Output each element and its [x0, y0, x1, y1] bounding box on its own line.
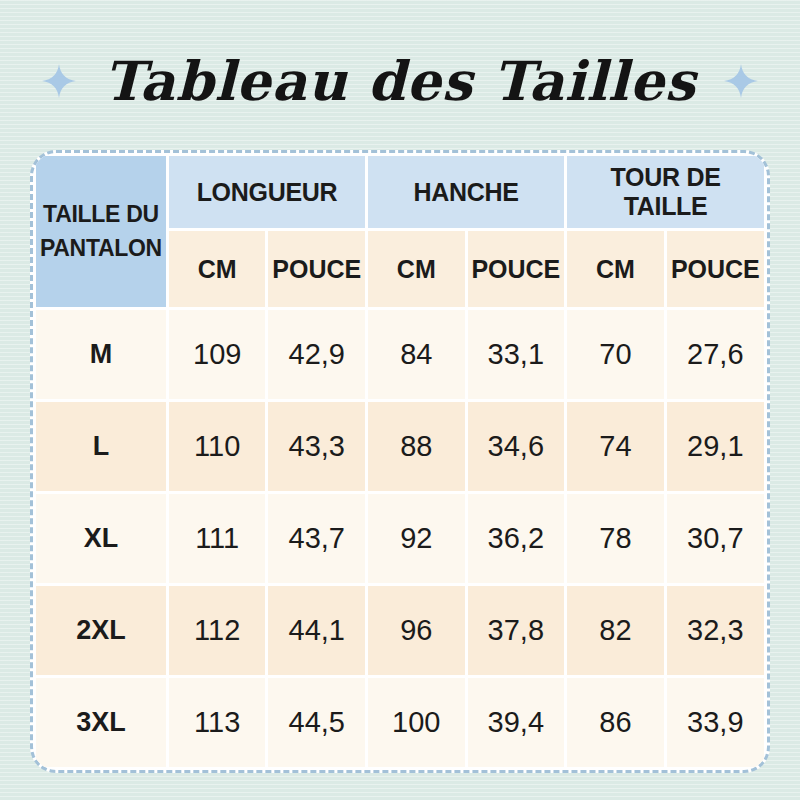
- value-cell: 30,7: [667, 494, 764, 583]
- size-table: TAILLE DU PANTALON LONGUEUR HANCHE TOUR …: [33, 153, 767, 770]
- value-cell: 33,9: [667, 678, 764, 767]
- value-cell: 113: [169, 678, 266, 767]
- value-cell: 78: [567, 494, 664, 583]
- page-title: Tableau des Tailles: [104, 49, 696, 113]
- value-cell: 110: [169, 402, 266, 491]
- value-cell: 92: [368, 494, 465, 583]
- value-cell: 39,4: [468, 678, 565, 767]
- value-cell: 88: [368, 402, 465, 491]
- value-cell: 111: [169, 494, 266, 583]
- sparkle-icon: [42, 64, 76, 98]
- value-cell: 34,6: [468, 402, 565, 491]
- value-cell: 43,3: [268, 402, 365, 491]
- table-row-l: L 110 43,3 88 34,6 74 29,1: [36, 402, 764, 491]
- value-cell: 44,5: [268, 678, 365, 767]
- size-label: 2XL: [36, 586, 166, 675]
- group-header-longueur: LONGUEUR: [169, 156, 365, 228]
- group-header-row: TAILLE DU PANTALON LONGUEUR HANCHE TOUR …: [36, 156, 764, 228]
- size-chart-page: Tableau des Tailles TAILLE DU PANTALON L…: [0, 0, 800, 773]
- group-header-tour-de-taille: TOUR DE TAILLE: [567, 156, 764, 228]
- value-cell: 100: [368, 678, 465, 767]
- value-cell: 43,7: [268, 494, 365, 583]
- value-cell: 112: [169, 586, 266, 675]
- value-cell: 27,6: [667, 310, 764, 399]
- value-cell: 29,1: [667, 402, 764, 491]
- value-cell: 86: [567, 678, 664, 767]
- size-label: XL: [36, 494, 166, 583]
- value-cell: 44,1: [268, 586, 365, 675]
- value-cell: 42,9: [268, 310, 365, 399]
- size-label: L: [36, 402, 166, 491]
- value-cell: 33,1: [468, 310, 565, 399]
- unit-header-cell: POUCE: [468, 231, 565, 307]
- table-row-3xl: 3XL 113 44,5 100 39,4 86 33,9: [36, 678, 764, 767]
- value-cell: 37,8: [468, 586, 565, 675]
- sparkle-icon: [724, 64, 758, 98]
- value-cell: 109: [169, 310, 266, 399]
- table-row-m: M 109 42,9 84 33,1 70 27,6: [36, 310, 764, 399]
- table-row-xl: XL 111 43,7 92 36,2 78 30,7: [36, 494, 764, 583]
- value-cell: 36,2: [468, 494, 565, 583]
- value-cell: 74: [567, 402, 664, 491]
- corner-header-cell: TAILLE DU PANTALON: [36, 156, 166, 307]
- value-cell: 32,3: [667, 586, 764, 675]
- unit-header-cell: CM: [567, 231, 664, 307]
- value-cell: 96: [368, 586, 465, 675]
- table-row-2xl: 2XL 112 44,1 96 37,8 82 32,3: [36, 586, 764, 675]
- size-table-container: TAILLE DU PANTALON LONGUEUR HANCHE TOUR …: [30, 150, 770, 773]
- page-title-row: Tableau des Tailles: [0, 0, 800, 150]
- size-label: 3XL: [36, 678, 166, 767]
- value-cell: 84: [368, 310, 465, 399]
- size-label: M: [36, 310, 166, 399]
- unit-header-cell: POUCE: [268, 231, 365, 307]
- value-cell: 82: [567, 586, 664, 675]
- unit-header-cell: CM: [169, 231, 266, 307]
- unit-header-cell: CM: [368, 231, 465, 307]
- group-header-hanche: HANCHE: [368, 156, 564, 228]
- unit-header-cell: POUCE: [667, 231, 764, 307]
- value-cell: 70: [567, 310, 664, 399]
